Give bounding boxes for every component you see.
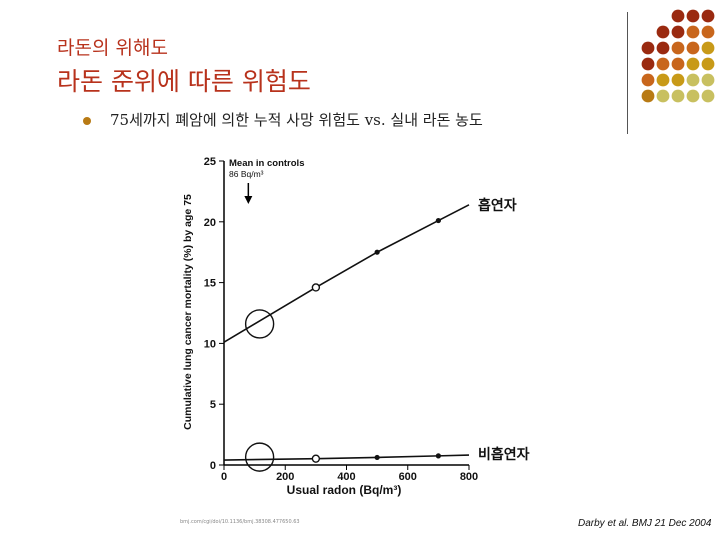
annotation-value: 86 Bq/m³ [229,169,264,179]
y-tick-label: 20 [204,217,216,229]
dot-circle [686,25,700,39]
dot-circle [641,41,655,55]
x-tick-label: 200 [276,471,294,483]
dot-circle [701,25,715,39]
series-line [223,204,470,343]
dot-circle [686,57,700,71]
dot-circle [656,25,670,39]
series-label: 비흡연자 [478,446,530,463]
figure-credit: bmj.com/cgi/doi/10.1136/bmj.38308.477650… [180,519,300,525]
x-axis-label: Usual radon (Bq/m³) [287,483,402,497]
dot-circle [686,89,700,103]
dot-circle [701,73,715,87]
dot-circle [671,41,685,55]
dot-circle [656,57,670,71]
data-point [374,454,380,461]
annotation-arrow-head [244,196,253,204]
y-axis-label: Cumulative lung cancer mortality (%) by … [182,194,194,430]
x-tick-label: 800 [460,471,478,483]
divider-line [627,12,628,134]
slide-title: 라돈 준위에 따른 위험도 [57,67,311,96]
dot-circle [701,41,715,55]
citation: Darby et al. BMJ 21 Dec 2004 [578,518,712,529]
dot-circle [656,89,670,103]
dot-circle [686,9,700,23]
y-tick-label: 25 [204,156,216,168]
y-tick-label: 10 [204,338,216,350]
highlight-circle [244,309,275,339]
dot-circle [671,57,685,71]
dot-circle [701,57,715,71]
dot-circle [701,9,715,23]
dot-circle [641,73,655,87]
dot-circle [671,89,685,103]
dot-circle [686,73,700,87]
y-tick-label: 0 [210,460,216,472]
x-tick-label: 600 [399,471,417,483]
bullet-text: 75세까지 폐암에 의한 누적 사망 위험도 vs. 실내 라돈 농도 [110,111,483,129]
dot-circle [701,89,715,103]
x-tick-label: 400 [337,471,355,483]
data-point [311,454,321,463]
dot-circle [686,41,700,55]
data-point [374,249,380,255]
data-point [435,217,441,224]
slide-subtitle: 라돈의 위해도 [57,37,168,59]
annotation-label: Mean in controls [229,158,304,169]
y-tick-label: 5 [210,399,216,411]
dot-circle [671,25,685,39]
dot-circle [671,9,685,23]
dot-circle [671,73,685,87]
data-point [435,453,441,459]
series-label: 흡연자 [478,197,517,214]
bullet-icon [83,117,91,125]
dot-circle [656,73,670,87]
dot-circle [641,57,655,71]
y-tick-label: 15 [204,278,216,290]
series-line [223,454,470,461]
x-tick-label: 0 [221,471,227,483]
dot-circle [641,89,655,103]
highlight-circle [244,442,275,472]
data-point [311,283,321,292]
dot-circle [656,41,670,55]
